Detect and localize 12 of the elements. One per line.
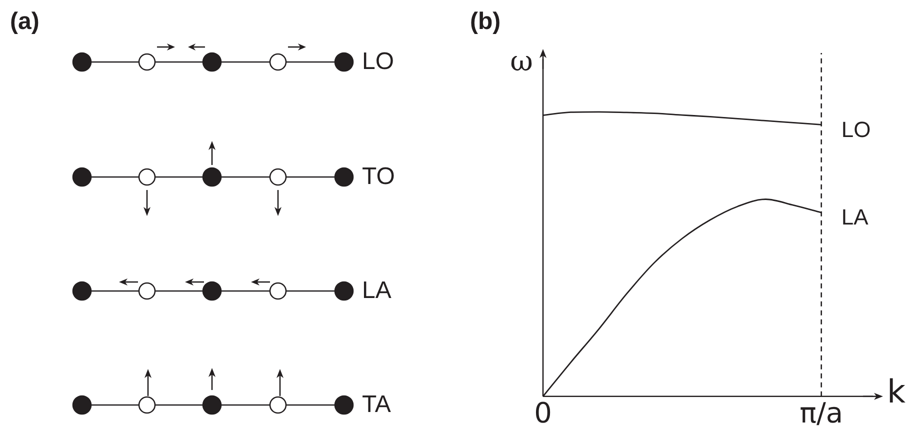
series-label: LA xyxy=(841,204,869,230)
text: (a) xyxy=(10,8,40,36)
text: TO xyxy=(362,163,395,190)
x-tick-label: π/a xyxy=(800,396,844,430)
x-tick-label: 0 xyxy=(534,396,552,430)
x-axis-title: k xyxy=(887,372,906,411)
series-label: LO xyxy=(841,116,871,142)
chart-title: (b) xyxy=(470,8,501,36)
text: TA xyxy=(362,391,391,418)
text: LA xyxy=(362,277,392,304)
y-axis-title: ω xyxy=(510,44,533,78)
text: LO xyxy=(362,48,394,75)
